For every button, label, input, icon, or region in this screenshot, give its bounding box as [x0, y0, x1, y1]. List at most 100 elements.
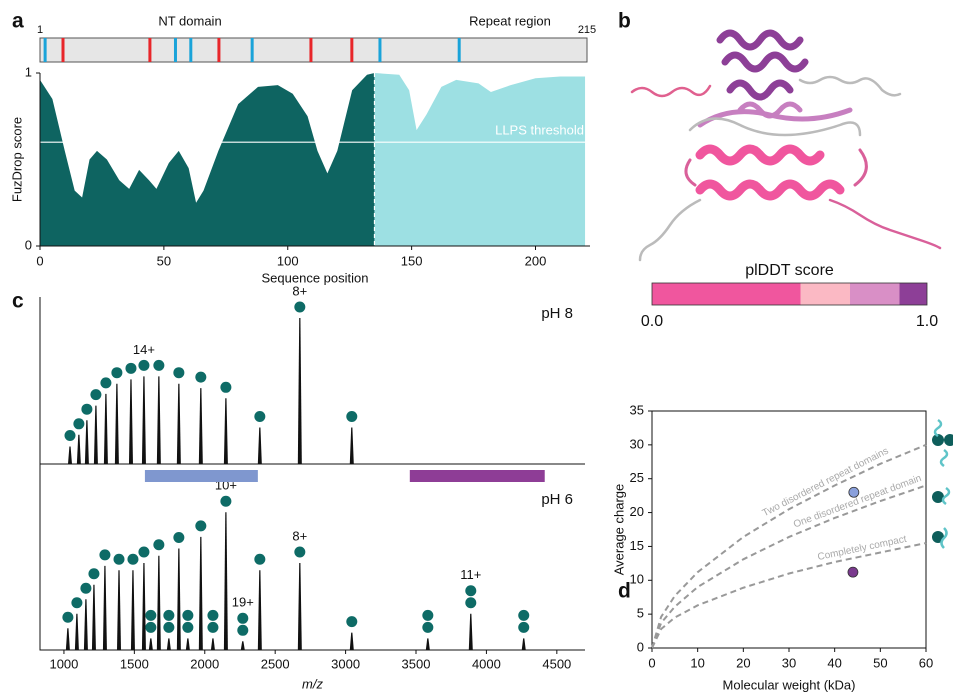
structure-tail: [638, 198, 702, 262]
y-tick-label: 10: [630, 572, 644, 587]
x-axis-title: m/z: [302, 676, 323, 691]
charge-marker: [153, 539, 165, 551]
icon: [941, 486, 951, 506]
charge-marker: [195, 371, 207, 383]
charge-marker: [153, 359, 165, 371]
site-mark: [189, 38, 193, 62]
icon: [940, 527, 948, 549]
icon: [933, 418, 949, 468]
charge-marker: [64, 429, 76, 441]
y-tick-label: 20: [630, 504, 644, 519]
charge-marker: [138, 546, 150, 558]
peak: [76, 434, 81, 464]
site-mark: [457, 38, 461, 62]
peak: [65, 628, 70, 650]
range-bar: [144, 470, 258, 482]
x-tick-label: 4000: [472, 656, 501, 671]
y-tick-label: 1: [25, 64, 32, 79]
charge-marker: [422, 609, 434, 621]
structure-coil: [688, 117, 862, 137]
model-curve: [651, 443, 927, 649]
x-tick-label: 20: [736, 655, 750, 670]
x-tick-label: 40: [827, 655, 841, 670]
y-tick-label: 25: [630, 470, 644, 485]
site-mark: [250, 38, 254, 62]
y-tick-label: 35: [630, 402, 644, 417]
peak: [349, 427, 354, 464]
point: [848, 486, 860, 498]
site-mark: [61, 38, 65, 62]
peak: [141, 563, 146, 650]
peak: [156, 555, 161, 650]
charge-marker: [465, 597, 477, 609]
domain-bar: [39, 37, 588, 63]
charge-marker: [220, 495, 232, 507]
x-tick-label: 2000: [190, 656, 219, 671]
x-tick-label: 2500: [261, 656, 290, 671]
icon: [932, 491, 944, 503]
region-label: Repeat region: [469, 13, 551, 28]
peak: [223, 398, 228, 464]
charge-marker: [182, 609, 194, 621]
x-tick-label: 100: [277, 253, 299, 268]
charge-marker: [182, 621, 194, 633]
x-tick-label: 4500: [542, 656, 571, 671]
domain-end: 215: [578, 24, 596, 36]
colorbar-tick-label: 0.0: [641, 313, 663, 330]
charge-marker: [111, 367, 123, 379]
colorbar-segment: [652, 283, 801, 305]
axis: [39, 297, 585, 651]
x-tick-label: 3000: [331, 656, 360, 671]
panel-label: d: [618, 580, 631, 603]
peak: [297, 563, 302, 650]
charge-marker: [62, 611, 74, 623]
colorbar-title: plDDT score: [745, 262, 834, 279]
peak: [148, 638, 153, 650]
icon: [944, 434, 953, 446]
state-icons: [932, 418, 953, 549]
charge-marker: [145, 621, 157, 633]
y-tick-label: 5: [637, 606, 644, 621]
charge-marker: [346, 411, 358, 422]
peak: [257, 427, 262, 464]
structure-tail: [630, 84, 712, 98]
colorbar-segment: [850, 283, 900, 305]
charge-marker: [173, 367, 185, 379]
region-label: NT domain: [158, 13, 221, 28]
charge-marker: [73, 418, 85, 430]
panel-label: b: [618, 10, 631, 33]
charge-marker: [125, 362, 137, 374]
threshold-label: LLPS threshold: [495, 123, 584, 138]
site-mark: [43, 38, 47, 62]
spectrum-label: pH 8: [541, 305, 573, 322]
charge-label: 11+: [460, 567, 481, 582]
site-mark: [148, 38, 152, 62]
charge-marker: [138, 359, 150, 371]
x-axis-title: Molecular weight (kDa): [723, 677, 856, 692]
spectrum-label: pH 6: [541, 491, 573, 508]
structure-helix: [695, 179, 845, 201]
structure-helix: [695, 144, 825, 166]
x-tick-label: 1000: [49, 656, 78, 671]
curve-label: Completely compact: [817, 534, 908, 563]
site-mark: [173, 38, 177, 62]
charge-marker: [195, 520, 207, 532]
peak: [223, 512, 228, 650]
charge-label: 8+: [292, 528, 307, 543]
x-tick-label: 10: [690, 655, 704, 670]
peak: [156, 376, 161, 464]
peak: [117, 570, 122, 650]
x-axis-title: Sequence position: [262, 270, 369, 285]
y-tick-label: 15: [630, 538, 644, 553]
structure-tail: [798, 75, 902, 97]
peak: [198, 536, 203, 650]
charge-marker: [90, 389, 102, 401]
colorbar-segment: [899, 283, 927, 305]
charge-marker: [173, 532, 185, 543]
protein-structure: [630, 29, 942, 262]
peak: [185, 638, 190, 650]
y-axis-title: FuzDrop score: [9, 117, 24, 202]
charge-marker: [294, 301, 306, 313]
charge-label: 14+: [133, 342, 155, 357]
